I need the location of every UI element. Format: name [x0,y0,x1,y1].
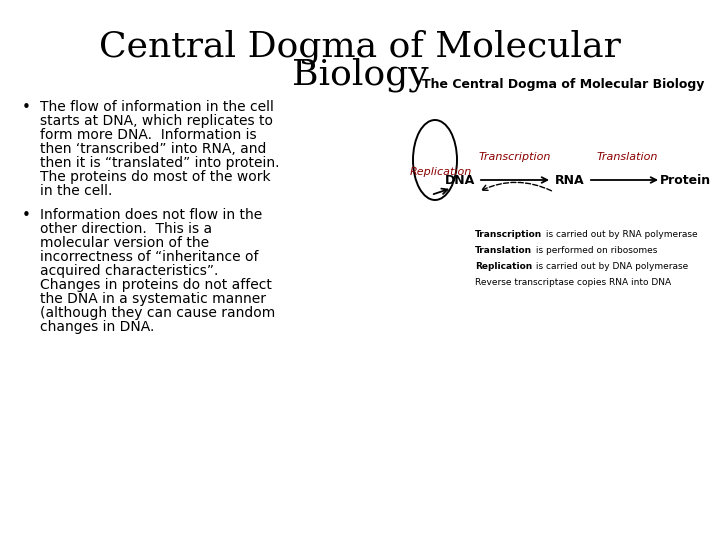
Text: •: • [22,100,31,115]
Text: is carried out by RNA polymerase: is carried out by RNA polymerase [544,230,698,239]
Text: Reverse transcriptase copies RNA into DNA: Reverse transcriptase copies RNA into DN… [475,278,671,287]
Text: Central Dogma of Molecular: Central Dogma of Molecular [99,30,621,64]
Text: molecular version of the: molecular version of the [40,236,209,250]
Text: Changes in proteins do not affect: Changes in proteins do not affect [40,278,272,292]
Text: Biology: Biology [292,58,428,92]
Text: (although they can cause random: (although they can cause random [40,306,275,320]
Text: other direction.  This is a: other direction. This is a [40,222,212,236]
Text: DNA: DNA [445,173,475,186]
Text: Translation: Translation [597,152,658,162]
Text: is carried out by DNA polymerase: is carried out by DNA polymerase [534,262,688,271]
Text: is performed on ribosomes: is performed on ribosomes [533,246,657,255]
Text: starts at DNA, which replicates to: starts at DNA, which replicates to [40,114,273,128]
Text: Information does not flow in the: Information does not flow in the [40,208,262,222]
Text: acquired characteristics”.: acquired characteristics”. [40,264,218,278]
Text: incorrectness of “inheritance of: incorrectness of “inheritance of [40,250,258,264]
Text: Replication: Replication [475,262,532,271]
Text: Translation: Translation [475,246,532,255]
Text: Transcription: Transcription [475,230,542,239]
Text: then ‘transcribed” into RNA, and: then ‘transcribed” into RNA, and [40,142,266,156]
Text: •: • [22,208,31,223]
Text: form more DNA.  Information is: form more DNA. Information is [40,128,256,142]
Text: the DNA in a systematic manner: the DNA in a systematic manner [40,292,266,306]
Text: Protein: Protein [660,173,711,186]
Text: in the cell.: in the cell. [40,184,112,198]
Text: The proteins do most of the work: The proteins do most of the work [40,170,271,184]
Text: The Central Dogma of Molecular Biology: The Central Dogma of Molecular Biology [422,78,704,91]
Text: The flow of information in the cell: The flow of information in the cell [40,100,274,114]
Text: then it is “translated” into protein.: then it is “translated” into protein. [40,156,279,170]
Text: Transcription: Transcription [479,152,552,162]
Text: RNA: RNA [555,173,585,186]
Text: Replication: Replication [410,167,472,177]
Text: changes in DNA.: changes in DNA. [40,320,154,334]
